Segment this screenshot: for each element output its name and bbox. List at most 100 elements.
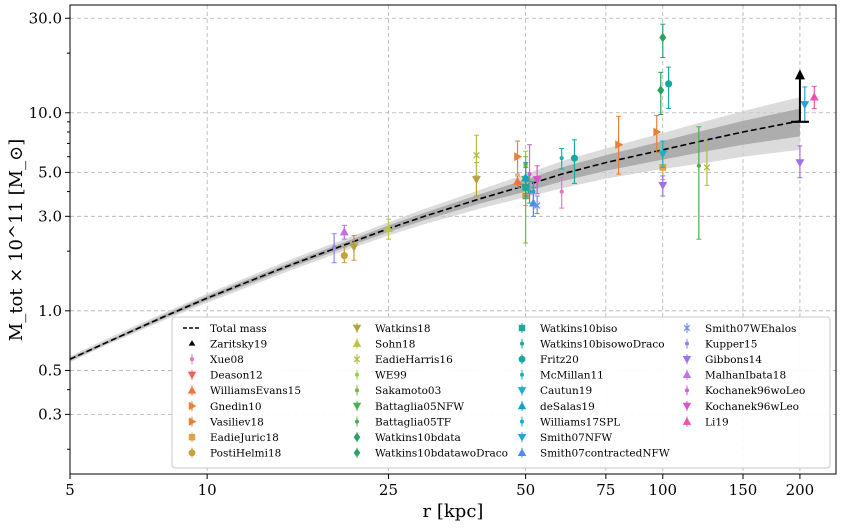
- series-watkins10bdatawodraco: [657, 71, 665, 115]
- legend-label: Kochanek96wLeo: [705, 401, 799, 413]
- legend-item-eadiejuric18: EadieJuric18: [188, 432, 279, 444]
- data-point-watkins18: [349, 243, 359, 252]
- series-vasiliev18: [514, 140, 523, 175]
- data-point-watkins18: [472, 176, 481, 185]
- data-point-mcmillan11: [559, 156, 564, 161]
- legend-label: Vasiliev18: [209, 416, 264, 428]
- legend-item-total-mass: Total mass: [183, 323, 267, 335]
- legend-label: Watkins10biso: [540, 323, 617, 335]
- legend-marker: [684, 341, 690, 346]
- legend-label: deSalas19: [540, 401, 595, 413]
- legend-marker: [353, 448, 361, 458]
- series-malhanibata18: [339, 224, 349, 240]
- series-li19: [809, 85, 819, 110]
- legend-label: Xue08: [210, 354, 244, 366]
- x-tick-label: 10: [198, 481, 217, 499]
- series-smith07wehalos: [533, 195, 541, 214]
- series-gnedin10: [615, 114, 662, 175]
- legend-marker: [352, 402, 362, 411]
- data-point-fritz20: [665, 80, 673, 88]
- series-smith07nfw: [800, 86, 810, 123]
- data-point-kochanek96woleo: [527, 171, 532, 177]
- legend-item-watkins10biso: Watkins10biso: [518, 323, 617, 335]
- legend-label: EadieHarris16: [375, 354, 453, 366]
- total-mass-bands: [70, 97, 800, 363]
- y-tick-label: 1.0: [38, 302, 62, 320]
- data-point-gnedin10: [615, 140, 624, 150]
- series-kochanek96woleo: [527, 144, 533, 195]
- legend-marker: [517, 448, 527, 457]
- legend-marker: [188, 449, 196, 457]
- data-point-cautun19: [658, 150, 668, 159]
- legend-item-battaglia05tf: Battaglia05TF: [354, 416, 451, 428]
- data-point-gibbons14: [658, 181, 668, 190]
- plot-frame: [69, 4, 837, 475]
- x-ticks: 5 10 25 50 75 100 150 200: [65, 474, 814, 499]
- legend-marker: [354, 388, 360, 393]
- legend-label: WilliamsEvans15: [210, 385, 301, 397]
- y-tick-label: 5.0: [38, 163, 62, 181]
- legend-marker: [187, 371, 197, 380]
- data-point-xue08: [559, 189, 564, 194]
- legend-marker: [682, 355, 692, 364]
- legend-marker: [188, 433, 196, 441]
- legend-label: Battaglia05NFW: [375, 401, 464, 413]
- series-gibbons14: [658, 145, 805, 197]
- series-kupper15: [331, 233, 337, 264]
- x-tick-label: 50: [516, 481, 535, 499]
- legend-label: Williams17SPL: [540, 416, 620, 428]
- data-point-smith07nfw: [800, 101, 810, 110]
- data-point-gibbons14: [795, 159, 805, 168]
- legend-marker: [353, 356, 361, 363]
- legend-marker: [517, 433, 527, 442]
- y-tick-label: 0.5: [38, 361, 62, 379]
- series-williamsevans15: [513, 175, 522, 188]
- legend-item-sohn18: Sohn18: [352, 338, 415, 350]
- legend-marker: [352, 339, 362, 347]
- legend-label: Smith07NFW: [540, 432, 612, 444]
- legend-label: Watkins10bdatawoDraco: [375, 448, 508, 460]
- legend-marker: [684, 388, 690, 393]
- legend-item-vasiliev18: Vasiliev18: [188, 416, 264, 428]
- inner-confidence-band: [70, 108, 800, 361]
- legend-marker: [682, 402, 692, 411]
- legend-marker: [518, 355, 526, 363]
- lower-limit-arrow-head: [794, 69, 805, 80]
- legend-item-sakamoto03: Sakamoto03: [354, 385, 441, 397]
- legend-label: Li19: [705, 416, 729, 428]
- legend-item-xue08: Xue08: [189, 354, 244, 366]
- legend-item-malhanibata18: MalhanIbata18: [682, 370, 786, 382]
- series-desalas19: [521, 162, 531, 197]
- legend-item-watkins10bdatawodraco: Watkins10bdatawoDraco: [353, 448, 508, 460]
- legend-label: MalhanIbata18: [705, 370, 786, 382]
- legend-label: Kochanek96woLeo: [705, 385, 805, 397]
- legend-label: Deason12: [210, 370, 263, 382]
- data-point-malhanibata18: [339, 227, 349, 236]
- lower-limit-layer: [790, 69, 809, 123]
- legend-item-desalas19: deSalas19: [517, 401, 595, 413]
- y-tick-label: 3.0: [38, 207, 62, 225]
- data-point-watkins10bdatawodraco: [657, 85, 665, 96]
- legend-marker: [682, 417, 692, 425]
- series-mcmillan11: [559, 147, 565, 170]
- y-axis-label: M_tot × 10^11 [M_⊙]: [6, 139, 27, 341]
- legend-marker: [354, 372, 360, 377]
- data-point-sohn18: [384, 223, 393, 233]
- data-point-battaglia05tf: [696, 163, 701, 168]
- legend-marker: [517, 387, 527, 395]
- legend-label: Smith07WEhalos: [705, 323, 796, 335]
- data-point-fritz20: [570, 154, 579, 162]
- data-point-kochanek96wleo: [532, 176, 542, 185]
- legend-item-smith07nfw: Smith07NFW: [517, 432, 612, 444]
- legend-label: Total mass: [210, 323, 267, 335]
- legend-item-williamsevans15: WilliamsEvans15: [187, 385, 301, 397]
- legend-label: Watkins18: [375, 323, 431, 335]
- data-point-postihelmi18: [340, 252, 348, 260]
- legend-label: PostiHelmi18: [210, 448, 281, 460]
- data-point-williamsevans15: [513, 176, 522, 185]
- legend-label: Watkins10bdata: [375, 432, 461, 444]
- total-mass-curve-layer: [70, 120, 801, 360]
- x-tick-label: 25: [379, 481, 398, 499]
- legend-label: Fritz20: [540, 354, 579, 366]
